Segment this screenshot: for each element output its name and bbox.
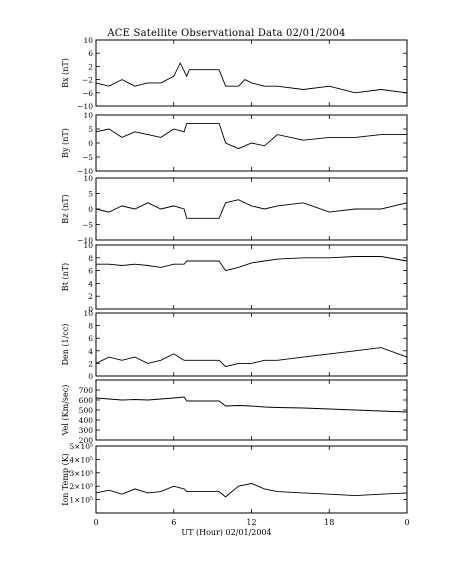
y-tick-label-6: 300 xyxy=(79,426,94,435)
series-line-4 xyxy=(96,256,408,272)
y-tick-label-4: 8 xyxy=(88,254,93,263)
y-tick-label-1: −10 xyxy=(77,102,93,111)
x-tick-label: 6 xyxy=(171,518,176,527)
y-tick-label-5: 0 xyxy=(88,372,93,381)
y-tick-label-3: 10 xyxy=(83,174,93,183)
y-tick-label-1: 10 xyxy=(83,36,93,45)
y-tick-label-2: 0 xyxy=(88,139,93,148)
y-axis-label-1: Bx (nT) xyxy=(61,58,70,88)
series-line-3 xyxy=(95,199,408,219)
y-axis-label-3: Bz (nT) xyxy=(61,194,70,223)
panel-frame-1 xyxy=(95,39,408,107)
y-tick-label-2: 5 xyxy=(88,125,93,134)
y-tick-label-6: 400 xyxy=(79,416,94,425)
y-tick-label-6: 600 xyxy=(79,396,94,405)
panel-frame-5 xyxy=(95,312,408,377)
y-tick-label-1: 6 xyxy=(88,49,93,58)
series-line-2 xyxy=(95,122,407,150)
y-axis-label-4: Bt (nT) xyxy=(61,263,70,291)
y-tick-label-3: −10 xyxy=(77,236,93,245)
x-tick-label: 0 xyxy=(404,518,409,527)
y-tick-label-4: 4 xyxy=(88,279,93,288)
y-axis-label-7: Ion Temp (K) xyxy=(61,453,70,506)
x-tick-label: 12 xyxy=(246,518,256,527)
y-tick-label-7: 5×10⁵ xyxy=(69,442,93,451)
y-tick-label-2: 10 xyxy=(83,111,93,120)
y-tick-label-5: 6 xyxy=(88,334,93,343)
y-tick-label-5: 4 xyxy=(88,347,93,356)
y-tick-label-6: 500 xyxy=(79,406,94,415)
panel-frame-7 xyxy=(95,445,408,514)
y-tick-label-1: 2 xyxy=(88,62,93,71)
series-line-1 xyxy=(95,62,408,94)
y-tick-label-5: 2 xyxy=(88,359,93,368)
series-line-6 xyxy=(95,396,408,413)
chart-title: ACE Satellite Observational Data 02/01/2… xyxy=(107,28,346,39)
y-tick-label-4: 0 xyxy=(88,305,93,314)
y-tick-label-7: 4×10⁵ xyxy=(69,455,93,464)
y-tick-label-7: 3×10⁵ xyxy=(69,469,93,478)
y-tick-label-6: 700 xyxy=(79,386,94,395)
x-axis-title: UT (Hour) 02/01/2004 xyxy=(181,528,272,537)
y-tick-label-2: −5 xyxy=(82,153,93,162)
y-tick-label-5: 10 xyxy=(83,309,93,318)
y-tick-label-7: 1×10⁵ xyxy=(69,496,93,505)
panel-frame-4 xyxy=(95,244,408,310)
y-tick-label-7: 2×10⁵ xyxy=(69,482,93,491)
y-tick-label-3: 0 xyxy=(88,205,93,214)
x-tick-label: 18 xyxy=(324,518,334,527)
y-tick-label-1: −2 xyxy=(82,76,93,85)
y-tick-label-4: 6 xyxy=(88,267,93,276)
series-line-7 xyxy=(95,483,408,498)
x-tick-label: 0 xyxy=(93,518,98,527)
y-tick-label-4: 10 xyxy=(83,241,93,250)
y-axis-label-5: Den (1/cc) xyxy=(61,324,70,366)
y-tick-label-1: −6 xyxy=(82,89,93,98)
y-tick-label-5: 8 xyxy=(88,322,93,331)
y-tick-label-3: −5 xyxy=(82,221,93,230)
y-axis-label-2: By (nT) xyxy=(61,128,70,158)
series-line-5 xyxy=(95,347,408,368)
y-tick-label-6: 200 xyxy=(79,436,94,445)
y-tick-label-2: −10 xyxy=(77,167,93,176)
y-tick-label-4: 2 xyxy=(88,292,93,301)
y-axis-label-6: Vel (Km/sec) xyxy=(61,385,70,437)
y-tick-label-3: 5 xyxy=(88,190,93,199)
